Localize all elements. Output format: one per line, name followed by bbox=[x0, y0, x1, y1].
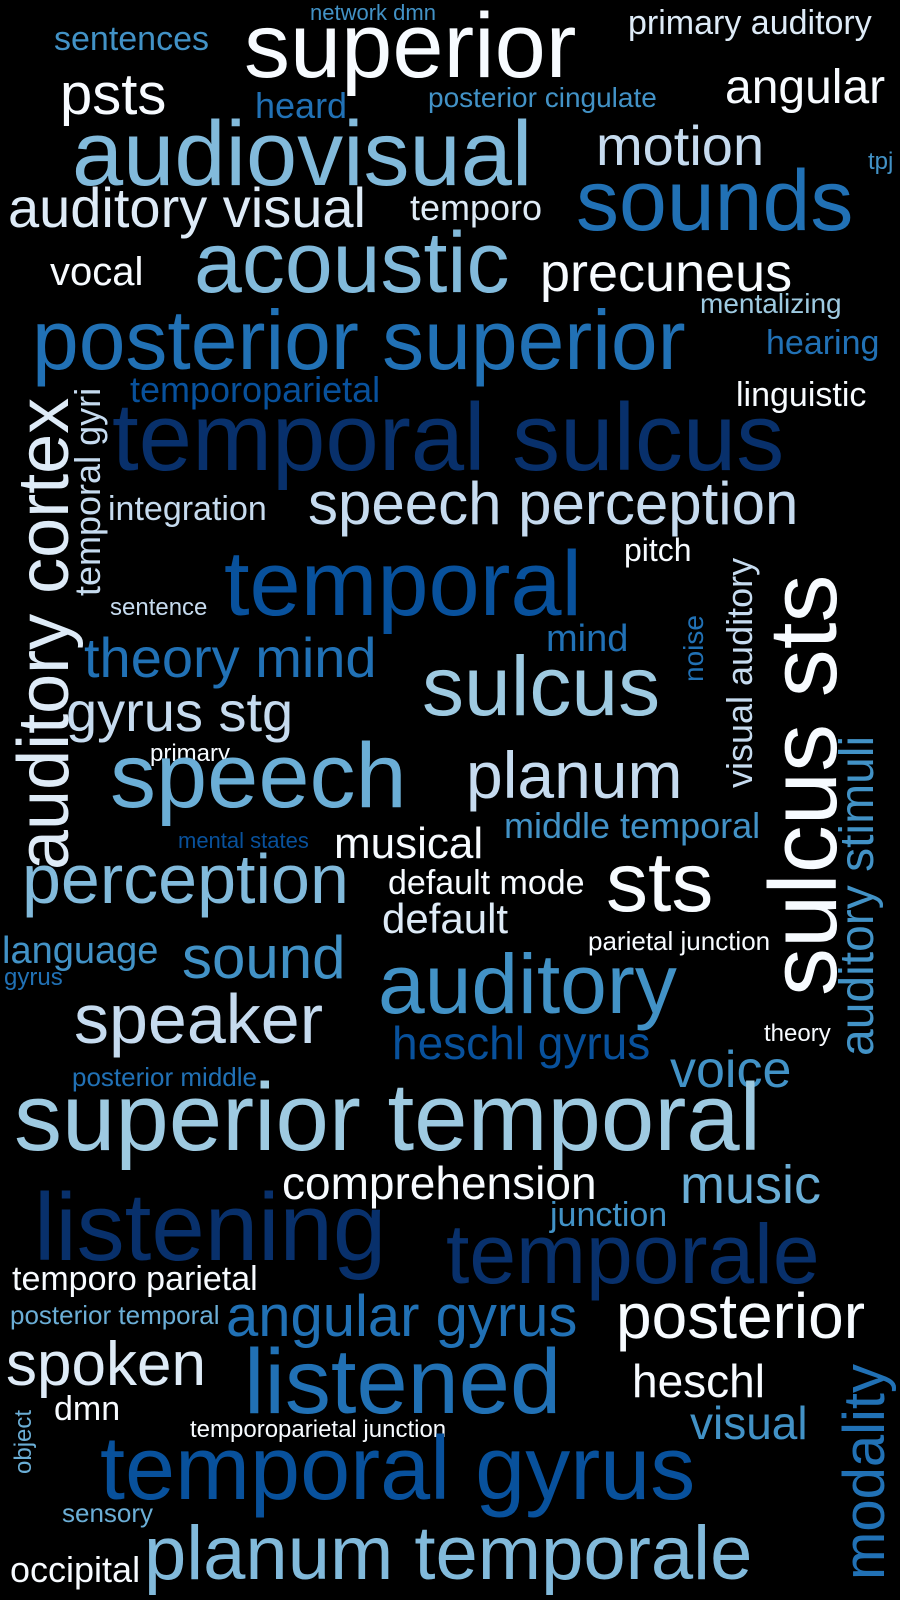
word-speaker: speaker bbox=[74, 980, 324, 1058]
word-sts: sts bbox=[606, 835, 714, 929]
word-heschl-gyrus: heschl gyrus bbox=[392, 1017, 651, 1069]
word-object: object bbox=[10, 1409, 37, 1474]
word-temporal-gyrus: temporal gyrus bbox=[100, 1419, 696, 1519]
word-gyrus: gyrus bbox=[4, 964, 63, 991]
word-gyrus-stg: gyrus stg bbox=[66, 680, 294, 743]
word-sentence: sentence bbox=[110, 594, 208, 621]
word-posterior-temporal: posterior temporal bbox=[10, 1300, 220, 1330]
word-linguistic: linguistic bbox=[736, 376, 867, 414]
word-audiovisual: audiovisual bbox=[72, 103, 533, 205]
word-theory-mind: theory mind bbox=[84, 626, 377, 689]
word-default-mode: default mode bbox=[388, 864, 585, 902]
word-temporo: temporo bbox=[410, 187, 543, 228]
word-junction: junction bbox=[550, 1196, 668, 1234]
word-pitch: pitch bbox=[624, 532, 692, 568]
word-spoken: spoken bbox=[6, 1330, 206, 1399]
word-auditory: auditory bbox=[378, 937, 677, 1031]
word-temporo-parietal: temporo parietal bbox=[12, 1260, 258, 1298]
word-dmn: dmn bbox=[54, 1390, 121, 1428]
word-psts: psts bbox=[60, 62, 167, 127]
word-heard: heard bbox=[255, 85, 348, 126]
word-sound: sound bbox=[182, 924, 346, 991]
word-primary: primary bbox=[150, 740, 231, 767]
word-primary-auditory: primary auditory bbox=[628, 4, 872, 42]
word-modality: modality bbox=[832, 1364, 897, 1580]
word-acoustic: acoustic bbox=[194, 215, 510, 311]
word-comprehension: comprehension bbox=[282, 1157, 597, 1209]
word-planum-temporale: planum temporale bbox=[144, 1511, 753, 1596]
word-default: default bbox=[382, 895, 509, 942]
word-language: language bbox=[2, 930, 159, 972]
word-posterior-middle: posterior middle bbox=[72, 1062, 257, 1092]
word-sentences: sentences bbox=[54, 20, 209, 58]
word-music: music bbox=[680, 1155, 822, 1215]
word-angular-gyrus: angular gyrus bbox=[226, 1284, 578, 1349]
word-occipital: occipital bbox=[10, 1549, 141, 1590]
word-speech-perception: speech perception bbox=[308, 470, 799, 537]
word-vocal: vocal bbox=[50, 250, 144, 294]
word-temporal-sulcus: temporal sulcus bbox=[112, 384, 785, 491]
word-parietal-junction: parietal junction bbox=[588, 926, 771, 956]
word-posterior: posterior bbox=[616, 1280, 865, 1352]
word-temporale: temporale bbox=[446, 1207, 820, 1301]
word-auditory-visual: auditory visual bbox=[8, 176, 366, 239]
word-listened: listened bbox=[244, 1331, 562, 1433]
word-sensory: sensory bbox=[62, 1498, 154, 1528]
word-noise: noise bbox=[678, 615, 709, 682]
word-superior-temporal: superior temporal bbox=[14, 1064, 761, 1171]
word-listening: listening bbox=[34, 1174, 387, 1281]
word-tpj: tpj bbox=[868, 148, 894, 175]
word-voice: voice bbox=[670, 1041, 792, 1099]
word-angular: angular bbox=[725, 61, 886, 114]
word-sulcus: sulcus bbox=[422, 639, 661, 733]
word-integration: integration bbox=[108, 490, 267, 528]
word-network-dmn: network dmn bbox=[310, 0, 436, 25]
word-hearing: hearing bbox=[766, 324, 880, 362]
word-temporal-gyri: temporal gyri bbox=[67, 387, 108, 596]
word-posterior-superior: posterior superior bbox=[32, 293, 686, 387]
word-speech: speech bbox=[110, 725, 407, 827]
word-precuneus: precuneus bbox=[540, 243, 793, 303]
word-musical: musical bbox=[334, 819, 484, 868]
word-temporoparietal: temporoparietal bbox=[130, 369, 381, 410]
word-superior: superior bbox=[244, 0, 577, 97]
word-posterior-cingulate: posterior cingulate bbox=[428, 82, 657, 113]
word-middle-temporal: middle temporal bbox=[504, 805, 761, 846]
word-temporoparietal-junction: temporoparietal junction bbox=[190, 1416, 447, 1443]
word-perception: perception bbox=[22, 840, 349, 918]
word-auditory-stimuli: auditory stimuli bbox=[831, 735, 884, 1056]
word-heschl: heschl bbox=[632, 1355, 765, 1407]
word-motion: motion bbox=[596, 114, 765, 177]
word-visual: visual bbox=[690, 1397, 808, 1449]
word-mental-states: mental states bbox=[178, 828, 309, 853]
word-mind: mind bbox=[546, 618, 629, 660]
word-theory: theory bbox=[764, 1020, 831, 1047]
word-mentalizing: mentalizing bbox=[700, 288, 842, 319]
word-sounds: sounds bbox=[576, 153, 854, 249]
word-planum: planum bbox=[466, 738, 683, 812]
word-temporal: temporal bbox=[224, 533, 582, 635]
